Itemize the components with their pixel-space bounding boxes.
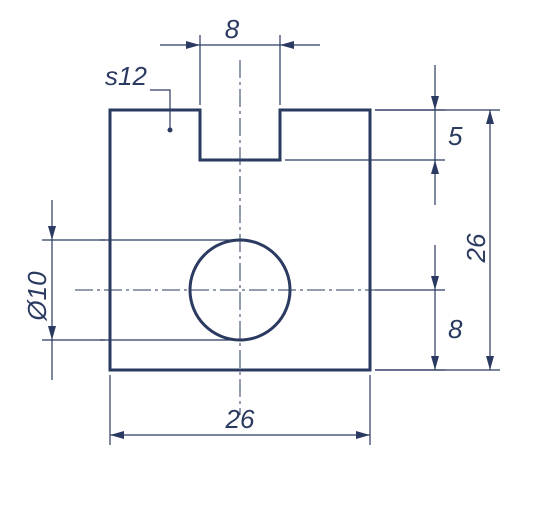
dim-hole-offset: 8	[375, 245, 463, 370]
thickness-note: s12	[105, 61, 173, 133]
dim-hole-offset-label: 8	[448, 314, 463, 344]
dim-width-label: 26	[225, 404, 255, 434]
dim-diameter-label: Ø10	[22, 271, 52, 322]
dim-height-label: 26	[461, 233, 491, 263]
dim-slot-depth-label: 5	[448, 121, 463, 151]
dim-slot-depth: 5	[285, 65, 463, 205]
thickness-label: s12	[105, 61, 147, 91]
dim-slot-width-label: 8	[225, 14, 240, 44]
dim-height: 26	[375, 110, 500, 370]
